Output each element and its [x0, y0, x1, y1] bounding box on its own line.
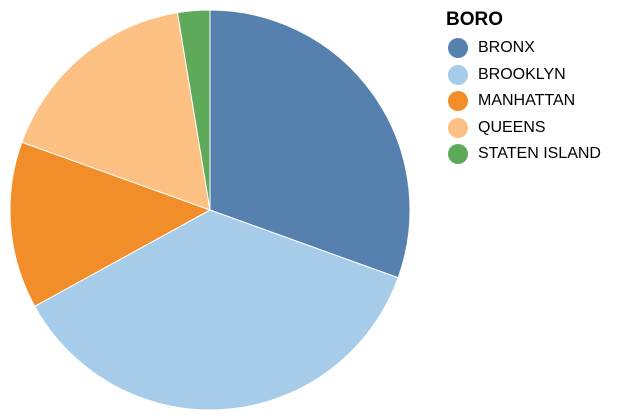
legend-label-bronx: BRONX [478, 39, 535, 57]
legend-label-brooklyn: BROOKLYN [478, 65, 566, 83]
legend-label-staten-island: STATEN ISLAND [478, 145, 601, 163]
legend-item-queens: QUEENS [446, 115, 638, 142]
legend-label-manhattan: MANHATTAN [478, 92, 576, 110]
legend-swatch-queens [448, 117, 468, 138]
pie-slice-staten-island [176, 9, 211, 211]
legend-swatch-brooklyn [448, 64, 468, 85]
legend-items: BRONX BROOKLYN MANHATTAN QUEENS STATEN ISLAN… [446, 35, 638, 168]
pie-slice-manhattan [9, 141, 212, 308]
legend-item-manhattan: MANHATTAN [446, 88, 638, 115]
legend-item-brooklyn: BROOKLYN [446, 62, 638, 89]
legend-label-queens: QUEENS [478, 118, 546, 136]
pie-slice-queens [21, 12, 211, 211]
legend-title: BORO [446, 9, 503, 30]
pie-slice-brooklyn [34, 209, 399, 411]
legend: BORO BRONX BROOKLYN MANHATTAN QUEENS STATEN … [446, 7, 638, 168]
pie-slices [9, 9, 411, 411]
legend-swatch-staten-island [448, 144, 468, 165]
legend-item-bronx: BRONX [446, 35, 638, 62]
legend-swatch-bronx [448, 38, 468, 59]
pie-slice-bronx [209, 9, 411, 279]
legend-swatch-manhattan [448, 91, 468, 112]
legend-item-staten-island: STATEN ISLAND [446, 141, 638, 168]
